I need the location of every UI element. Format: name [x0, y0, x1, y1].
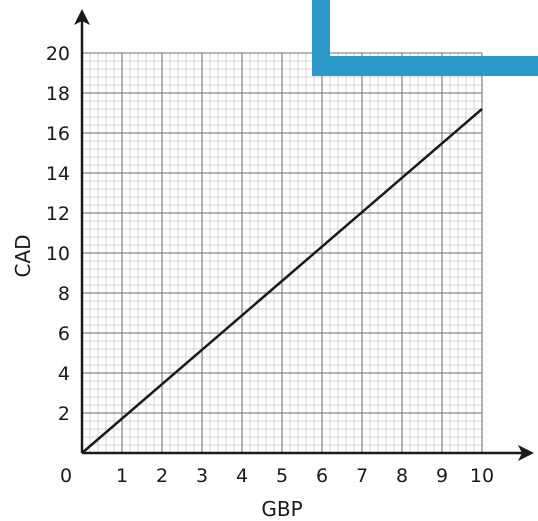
x-tick-label: 5 — [276, 465, 288, 487]
y-tick-labels: 2 4 6 8 10 12 14 16 18 20 — [46, 43, 70, 425]
y-tick-label: 16 — [46, 123, 70, 145]
x-tick-label: 6 — [316, 465, 328, 487]
x-tick-labels: 0 1 2 3 4 5 6 7 8 9 10 — [60, 465, 494, 487]
x-tick-label: 2 — [156, 465, 168, 487]
axes — [74, 9, 534, 461]
y-tick-label: 10 — [46, 243, 70, 265]
y-tick-label: 4 — [58, 363, 70, 385]
y-tick-label: 14 — [46, 163, 70, 185]
y-tick-label: 12 — [46, 203, 70, 225]
y-tick-label: 8 — [58, 283, 70, 305]
series-layer — [81, 108, 483, 454]
x-axis-title: GBP — [261, 497, 302, 521]
y-tick-label: 20 — [46, 43, 70, 65]
y-tick-label: 2 — [58, 403, 70, 425]
x-tick-label: 9 — [436, 465, 448, 487]
major-grid — [81, 52, 483, 454]
x-tick-label: 1 — [116, 465, 128, 487]
x-tick-label: 0 — [60, 465, 72, 487]
x-tick-label: 7 — [356, 465, 368, 487]
y-tick-label: 18 — [46, 83, 70, 105]
x-tick-label: 8 — [396, 465, 408, 487]
x-tick-label: 10 — [470, 465, 494, 487]
series-line — [81, 108, 483, 454]
y-axis-title: CAD — [11, 234, 35, 277]
x-tick-label: 3 — [196, 465, 208, 487]
decorative-corner-shape — [312, 0, 538, 76]
x-axis-arrowhead — [518, 445, 534, 461]
x-tick-label: 4 — [236, 465, 248, 487]
y-axis-arrowhead — [74, 9, 90, 25]
y-tick-label: 6 — [58, 323, 70, 345]
